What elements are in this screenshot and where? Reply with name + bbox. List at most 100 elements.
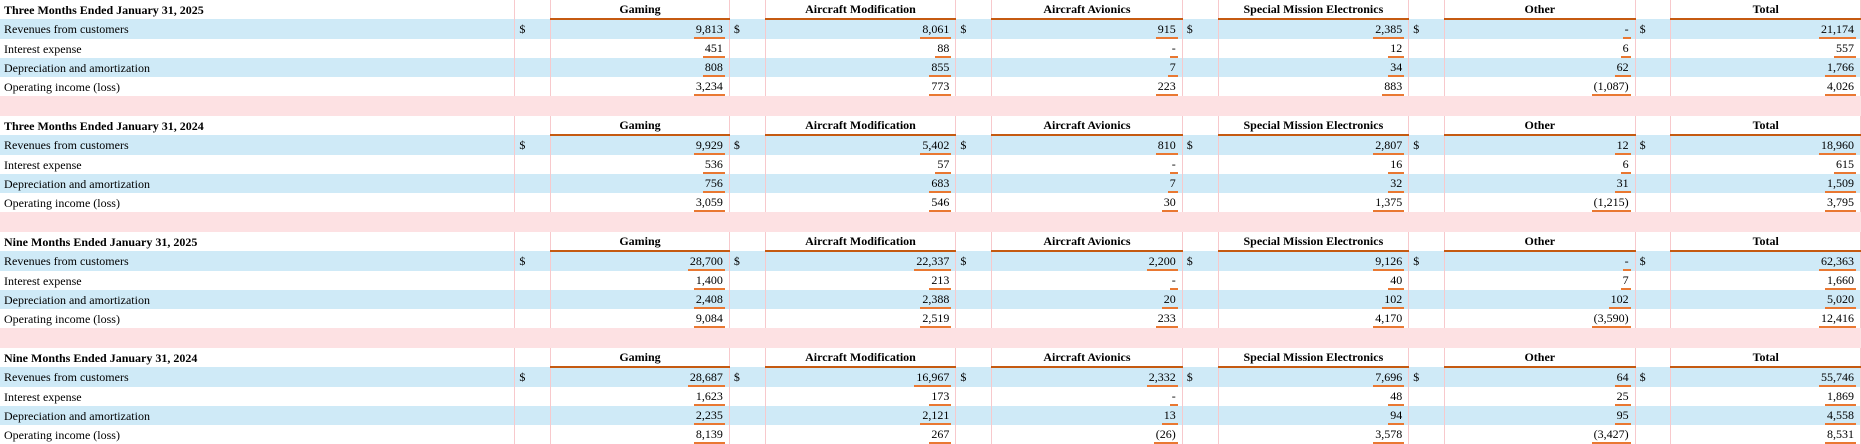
column-header-total-value: Total: [1752, 350, 1779, 364]
value-cell-special-mission-electronics-value: 40: [1388, 273, 1405, 290]
value-cell-gaming-value: 2,408: [693, 292, 725, 309]
value-cell-special-mission-electronics-value: 102: [1382, 292, 1405, 309]
header-spacer: [514, 0, 552, 19]
row-label: Interest expense: [0, 39, 516, 58]
value-cell-gaming-value: 8,139: [693, 427, 725, 444]
value-cell-aircraft-modification-value: 22,337: [914, 254, 952, 271]
currency-symbol: [1182, 77, 1219, 96]
value-cell-aircraft-avionics: 223: [991, 77, 1183, 96]
currency-symbol: [1182, 290, 1219, 309]
column-header-special-mission-electronics-value: Special Mission Electronics: [1243, 118, 1384, 132]
table-row: Revenues from customers $28,687 $16,967 $2,…: [0, 367, 1861, 387]
value-cell-special-mission-electronics: 34: [1218, 58, 1410, 77]
value-cell-aircraft-modification-value: 2,121: [920, 408, 952, 425]
column-header-gaming: Gaming: [550, 116, 730, 136]
value-cell-aircraft-modification-value: 773: [929, 79, 952, 96]
currency-symbol: [729, 58, 766, 77]
value-cell-other: 6: [1444, 155, 1636, 174]
value-cell-total-value: 1,869: [1825, 389, 1856, 406]
currency-symbol: $: [955, 19, 993, 39]
value-cell-total: 21,174: [1670, 19, 1861, 39]
value-cell-total: 3,795: [1670, 193, 1861, 212]
row-label: Interest expense: [0, 387, 516, 406]
currency-symbol: [1408, 39, 1445, 58]
value-cell-other: 95: [1444, 406, 1636, 425]
currency-symbol: [955, 309, 993, 328]
value-cell-gaming-value: 536: [702, 157, 725, 174]
value-cell-aircraft-modification: 2,121: [765, 406, 957, 425]
value-cell-special-mission-electronics-value: 883: [1382, 79, 1405, 96]
value-cell-gaming-value: 756: [702, 176, 725, 193]
column-header-aircraft-modification-value: Aircraft Modification: [805, 2, 916, 16]
currency-symbol: [1182, 425, 1219, 444]
value-cell-aircraft-modification: 88: [765, 39, 957, 58]
value-cell-other: -: [1444, 251, 1636, 271]
value-cell-gaming: 1,623: [550, 387, 730, 406]
currency-symbol: $: [1408, 367, 1445, 387]
currency-symbol: $: [729, 367, 766, 387]
column-header-other: Other: [1444, 116, 1636, 136]
value-cell-special-mission-electronics-value: 3,578: [1373, 427, 1405, 444]
header-spacer: [729, 116, 766, 135]
value-cell-gaming: 9,813: [550, 19, 730, 39]
value-cell-total-value: 4,558: [1825, 408, 1856, 425]
currency-symbol: [955, 39, 993, 58]
currency-symbol: [1408, 77, 1445, 96]
header-spacer: [1635, 116, 1672, 135]
value-cell-total-value: 18,960: [1819, 138, 1856, 155]
value-cell-total: 18,960: [1670, 135, 1861, 155]
value-cell-aircraft-modification: 57: [765, 155, 957, 174]
value-cell-aircraft-avionics: 2,332: [991, 367, 1183, 387]
column-header-special-mission-electronics: Special Mission Electronics: [1218, 116, 1410, 136]
currency-symbol: [729, 77, 766, 96]
value-cell-aircraft-modification-value: 173: [929, 389, 952, 406]
value-cell-total: 55,746: [1670, 367, 1861, 387]
currency-symbol: [514, 387, 552, 406]
column-header-other: Other: [1444, 232, 1636, 252]
value-cell-aircraft-avionics-value: 2,200: [1146, 254, 1178, 271]
section-header-row: Three Months Ended January 31, 2024 Gamin…: [0, 116, 1861, 136]
currency-symbol: $: [514, 251, 552, 271]
table-row: Revenues from customers $9,929 $5,402 $810 $…: [0, 135, 1861, 155]
value-cell-gaming-value: 9,929: [693, 138, 725, 155]
value-cell-aircraft-avionics: 20: [991, 290, 1183, 309]
value-cell-aircraft-avionics-value: -: [1169, 157, 1178, 174]
value-cell-total-value: 8,531: [1825, 427, 1856, 444]
value-cell-special-mission-electronics: 48: [1218, 387, 1410, 406]
value-cell-special-mission-electronics-value: 32: [1388, 176, 1405, 193]
currency-symbol: [955, 387, 993, 406]
value-cell-special-mission-electronics-value: 16: [1388, 157, 1405, 174]
value-cell-special-mission-electronics: 32: [1218, 174, 1410, 193]
row-label: Depreciation and amortization: [0, 174, 516, 193]
currency-symbol: $: [955, 251, 993, 271]
currency-symbol: $: [1408, 251, 1445, 271]
table-row: Operating income (loss) 3,234 773 223 883 (1,…: [0, 77, 1861, 96]
value-cell-other: (3,427): [1444, 425, 1636, 444]
value-cell-aircraft-avionics-value: 7: [1167, 60, 1178, 77]
value-cell-total-value: 1,509: [1825, 176, 1856, 193]
currency-symbol: [1635, 155, 1672, 174]
currency-symbol: [1182, 58, 1219, 77]
currency-symbol: [1635, 387, 1672, 406]
section-spacer: [0, 96, 1861, 116]
currency-symbol: [955, 290, 993, 309]
currency-symbol: [514, 155, 552, 174]
value-cell-other-value: 12: [1614, 138, 1631, 155]
value-cell-aircraft-avionics-value: -: [1169, 389, 1178, 406]
currency-symbol: [729, 387, 766, 406]
value-cell-total: 1,766: [1670, 58, 1861, 77]
value-cell-aircraft-modification-value: 2,519: [920, 311, 952, 328]
spacer-cell: [0, 328, 1861, 348]
value-cell-aircraft-modification: 2,519: [765, 309, 957, 328]
value-cell-aircraft-modification: 773: [765, 77, 957, 96]
value-cell-total: 4,558: [1670, 406, 1861, 425]
value-cell-gaming-value: 9,813: [693, 22, 725, 39]
value-cell-gaming: 3,059: [550, 193, 730, 212]
value-cell-aircraft-avionics: -: [991, 155, 1183, 174]
value-cell-gaming-value: 3,234: [693, 79, 725, 96]
column-header-total: Total: [1670, 348, 1861, 368]
currency-symbol: $: [1408, 19, 1445, 39]
value-cell-special-mission-electronics: 12: [1218, 39, 1410, 58]
column-header-gaming: Gaming: [550, 0, 730, 20]
